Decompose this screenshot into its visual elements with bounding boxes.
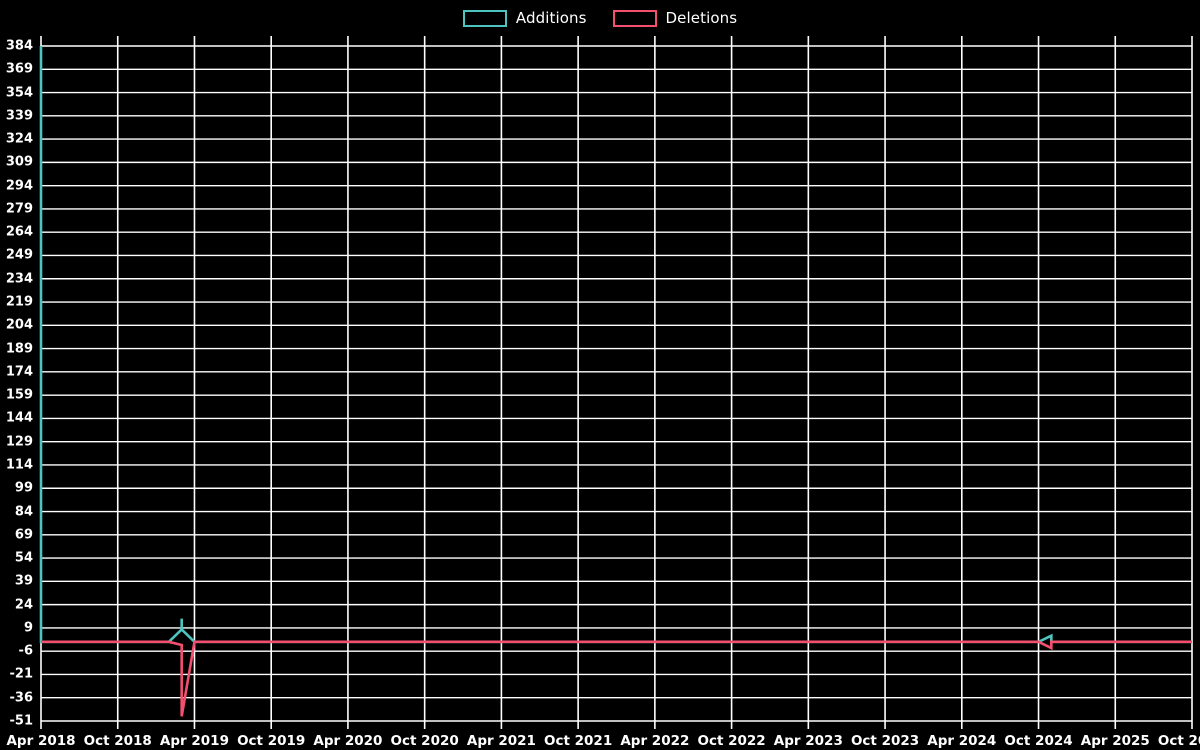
series-lines bbox=[39, 46, 1192, 717]
x-tick-label: Apr 2019 bbox=[159, 733, 229, 749]
y-tick-label: 99 bbox=[14, 480, 33, 496]
y-tick-label: 69 bbox=[14, 527, 33, 543]
y-tick-label: 309 bbox=[5, 154, 33, 170]
legend-entry-additions[interactable]: Additions bbox=[462, 9, 587, 27]
x-tick-label: Oct 2019 bbox=[237, 733, 306, 749]
y-tick-label: 294 bbox=[5, 178, 33, 194]
y-tick-label: -36 bbox=[9, 690, 34, 706]
legend-label-additions: Additions bbox=[515, 9, 587, 27]
chart-legend: Additions Deletions bbox=[0, 0, 1200, 36]
y-tick-label: -51 bbox=[9, 713, 34, 729]
legend-swatch-additions bbox=[462, 9, 507, 27]
y-tick-label: 189 bbox=[5, 341, 33, 357]
y-tick-label: 369 bbox=[5, 61, 33, 77]
y-tick-label: 144 bbox=[5, 410, 33, 426]
x-tick-label: Oct 2024 bbox=[1004, 733, 1073, 749]
y-tick-label: 174 bbox=[5, 364, 33, 380]
y-tick-label: 339 bbox=[5, 108, 33, 124]
y-tick-label: 114 bbox=[5, 457, 33, 473]
series-line-deletions bbox=[41, 640, 1192, 717]
legend-label-deletions: Deletions bbox=[665, 9, 738, 27]
x-tick-label: Apr 2024 bbox=[927, 733, 997, 749]
y-tick-label: 234 bbox=[5, 271, 33, 287]
y-axis-labels: 384 369 354 339 324 309 294 279 264 249 234 219 204 1… bbox=[0, 0, 36, 750]
y-tick-label: 39 bbox=[14, 573, 33, 589]
x-tick-label: Oct 2022 bbox=[697, 733, 766, 749]
y-tick-label: 384 bbox=[5, 38, 33, 54]
x-tick-label: Apr 2022 bbox=[620, 733, 690, 749]
x-tick-label: Oct 2021 bbox=[544, 733, 613, 749]
y-tick-label: 324 bbox=[5, 131, 33, 147]
y-tick-label: 159 bbox=[5, 387, 33, 403]
y-tick-label: 219 bbox=[5, 294, 33, 310]
y-tick-label: 24 bbox=[14, 597, 33, 613]
y-tick-label: 204 bbox=[5, 317, 33, 333]
x-tick-label: Apr 2018 bbox=[6, 733, 76, 749]
x-tick-label: Oct 2020 bbox=[390, 733, 459, 749]
grid-lines bbox=[40, 36, 1193, 729]
y-tick-label: 264 bbox=[5, 224, 33, 240]
legend-entry-deletions[interactable]: Deletions bbox=[612, 9, 738, 27]
y-tick-label: -6 bbox=[18, 643, 33, 659]
x-tick-label: Oct 2025 bbox=[1157, 733, 1200, 749]
x-tick-label: Apr 2023 bbox=[773, 733, 843, 749]
y-tick-label: 54 bbox=[14, 550, 33, 566]
y-tick-label: 9 bbox=[23, 620, 33, 636]
x-tick-label: Oct 2018 bbox=[83, 733, 152, 749]
y-tick-label: 84 bbox=[14, 504, 33, 520]
y-tick-label: 279 bbox=[5, 201, 33, 217]
x-tick-label: Apr 2021 bbox=[466, 733, 536, 749]
x-tick-label: Apr 2025 bbox=[1080, 733, 1150, 749]
x-tick-label: Oct 2023 bbox=[850, 733, 920, 749]
y-tick-label: 129 bbox=[5, 434, 33, 450]
y-tick-label: 249 bbox=[5, 247, 33, 263]
y-tick-label: 354 bbox=[5, 85, 33, 101]
x-tick-label: Apr 2020 bbox=[313, 733, 383, 749]
legend-swatch-deletions bbox=[612, 9, 657, 27]
y-tick-label: -21 bbox=[9, 666, 34, 682]
